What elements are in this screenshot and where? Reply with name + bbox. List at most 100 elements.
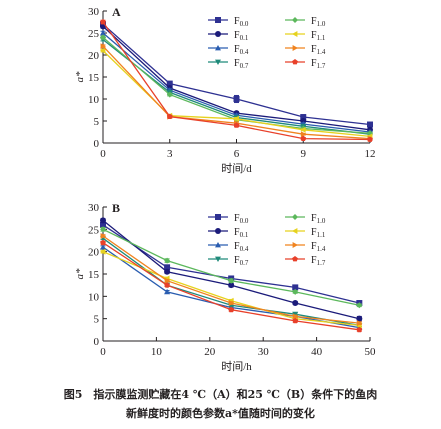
legend-swatch-marker (292, 228, 298, 234)
x-tick-label: 6 (234, 148, 240, 160)
legend-swatch-marker (215, 31, 221, 37)
legend-label: F0.4 (234, 241, 249, 253)
x-tick-label: 50 (365, 346, 377, 358)
x-tick-label: 12 (365, 148, 376, 160)
y-axis-title: a* (74, 71, 86, 83)
data-point (292, 311, 299, 318)
y-tick-label: 15 (88, 72, 100, 84)
legend-swatch-marker (292, 256, 298, 262)
data-point (166, 91, 173, 98)
data-point (300, 114, 307, 121)
legend-swatch-marker (215, 256, 221, 262)
y-tick-label: 25 (88, 224, 100, 236)
data-point (166, 80, 173, 87)
data-point (367, 136, 373, 142)
x-tick-label: 9 (301, 148, 307, 160)
data-point (100, 221, 106, 228)
data-point (164, 264, 171, 271)
legend-label: F0.1 (234, 30, 249, 42)
data-point (300, 131, 307, 138)
legend-label: F1.0 (311, 213, 326, 225)
y-tick-label: 25 (88, 28, 100, 40)
y-axis-title: a* (74, 268, 86, 280)
legend-item-F1-0: F1.0 (285, 213, 326, 225)
data-point (356, 315, 363, 322)
legend-item-F0-1: F0.1 (208, 227, 249, 239)
series-F1-0 (100, 226, 363, 309)
legend-label: F0.7 (234, 255, 249, 267)
figure-caption-line-2: 新鲜度时的颜色参数a*值随时间的变化 (126, 407, 315, 420)
legend-swatch-marker (215, 59, 221, 65)
data-point (100, 34, 106, 41)
figure-caption-line-1: 图5 指示膜监测贮藏在4 ℃（A）和25 ℃（B）条件下的鱼肉 (63, 388, 378, 401)
legend-swatch-marker (292, 242, 298, 248)
x-axis-title: 时间/d (221, 162, 252, 175)
data-point (356, 302, 363, 309)
data-point (100, 30, 106, 36)
legend-label: F1.1 (311, 227, 326, 239)
legend-item-F1-7: F1.7 (285, 58, 326, 70)
y-tick-label: 10 (88, 291, 100, 303)
data-point (292, 313, 299, 320)
legend-label: F1.1 (311, 30, 326, 42)
y-tick-label: 5 (94, 314, 100, 326)
y-tick-label: 15 (88, 269, 100, 281)
legend-label: F1.7 (311, 255, 326, 267)
data-point (100, 244, 106, 250)
x-tick-label: 40 (311, 346, 323, 358)
legend-item-F0-7: F0.7 (208, 58, 249, 70)
legend-item-F0-0: F0.0 (208, 16, 249, 28)
x-axis-title: 时间/h (221, 360, 252, 373)
series-F1-4 (100, 233, 363, 327)
data-point (164, 257, 171, 264)
legend-item-F1-1: F1.1 (285, 227, 326, 239)
data-point (100, 239, 106, 246)
x-tick-label: 20 (204, 346, 216, 358)
data-point (233, 115, 239, 122)
data-point (356, 326, 363, 333)
data-point (356, 320, 363, 327)
panel-label: B (112, 201, 120, 215)
data-point (164, 277, 171, 284)
y-tick-label: 30 (88, 202, 100, 214)
data-point (164, 268, 171, 275)
data-point (164, 282, 170, 288)
legend-item-F1-1: F1.1 (285, 30, 326, 42)
x-tick-label: 10 (151, 346, 163, 358)
legend-label: F0.0 (234, 16, 249, 28)
data-point (228, 277, 235, 284)
legend-item-F1-4: F1.4 (285, 44, 326, 56)
legend-label: F1.4 (311, 44, 326, 56)
data-point (292, 284, 299, 291)
legend-swatch-marker (292, 45, 298, 51)
data-point (292, 317, 299, 324)
legend-swatch-marker (215, 214, 221, 220)
data-point (100, 233, 106, 239)
legend-item-F0-4: F0.4 (208, 241, 249, 253)
legend-swatch-marker (292, 59, 298, 65)
legend-label: F0.7 (234, 58, 249, 70)
data-point (228, 282, 235, 289)
legend-swatch-marker (215, 228, 221, 234)
legend-item-F1-4: F1.4 (285, 241, 326, 253)
legend-item-F0-1: F0.1 (208, 30, 249, 42)
y-tick-label: 5 (94, 116, 100, 128)
x-tick-label: 0 (100, 148, 106, 160)
legend-item-F0-7: F0.7 (208, 255, 249, 267)
data-point (164, 288, 171, 295)
legend-item-F0-0: F0.0 (208, 213, 249, 225)
legend-label: F0.1 (234, 227, 249, 239)
data-point (292, 288, 299, 295)
data-point (367, 121, 373, 128)
series-F1-7 (100, 239, 363, 333)
x-tick-label: 30 (258, 346, 270, 358)
y-tick-label: 20 (88, 247, 100, 259)
y-tick-label: 0 (94, 336, 100, 348)
legend-swatch-marker (215, 45, 221, 51)
data-point (100, 47, 106, 54)
data-point (100, 217, 106, 224)
legend-item-F1-7: F1.7 (285, 255, 326, 267)
